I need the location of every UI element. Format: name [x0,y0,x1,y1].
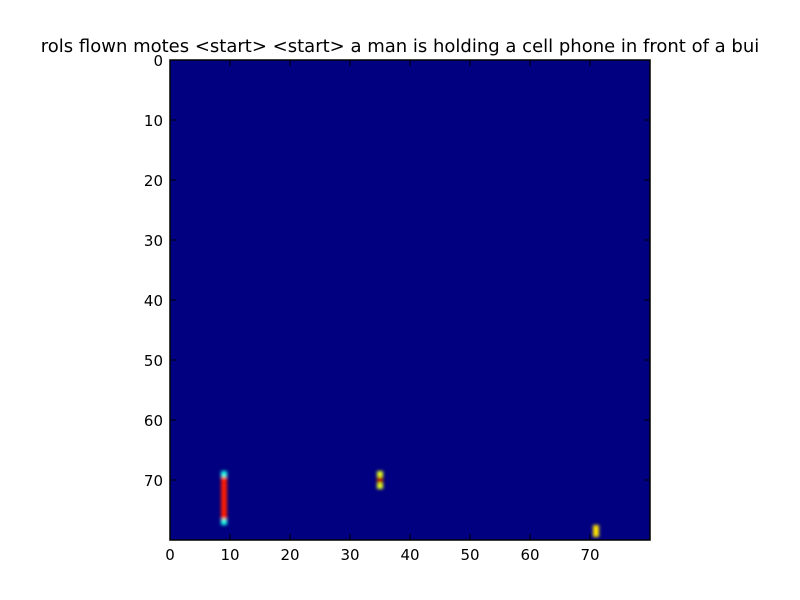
y-tick-label: 20 [144,172,163,190]
y-tick-label: 50 [144,352,163,370]
heatmap-hot-region-3 [593,525,599,537]
y-tick-label: 10 [144,112,163,130]
y-tick-label: 30 [144,232,163,250]
y-axis: 0 10 20 30 40 50 60 70 [144,52,650,490]
y-tick-label: 70 [144,472,163,490]
x-tick-label: 40 [400,546,419,564]
heatmap-hot-region-1 [221,471,227,525]
heatmap-hot-region-2 [377,471,383,489]
chart-title: rols flown motes <start> <start> a man i… [41,36,760,57]
y-tick-label: 40 [144,292,163,310]
plot-frame [169,59,651,541]
heatmap-cell [221,519,227,525]
x-axis: 0 10 20 30 40 50 60 70 [165,60,600,564]
heatmap-cell [221,483,227,489]
heatmap-cell [221,513,227,519]
heatmap-cell [221,495,227,501]
x-tick-label: 10 [220,546,239,564]
heatmap-cell [593,531,599,537]
hot-regions-layer [221,471,599,537]
x-tick-label: 60 [520,546,539,564]
x-tick-label: 70 [580,546,599,564]
heatmap-cell [221,507,227,513]
heatmap-cell [377,471,383,477]
y-tick-label: 0 [153,52,163,70]
heatmap-cell [221,501,227,507]
plot-background [170,60,650,540]
heatmap-cell [377,477,383,483]
heatmap-cell [221,477,227,483]
x-tick-label: 50 [460,546,479,564]
y-tick-label: 60 [144,412,163,430]
heatmap-cell [593,525,599,531]
x-tick-label: 20 [280,546,299,564]
heatmap-cell [221,489,227,495]
heatmap-cell [221,471,227,477]
heatmap-cell [377,483,383,489]
x-tick-label: 0 [165,546,175,564]
x-tick-label: 30 [340,546,359,564]
